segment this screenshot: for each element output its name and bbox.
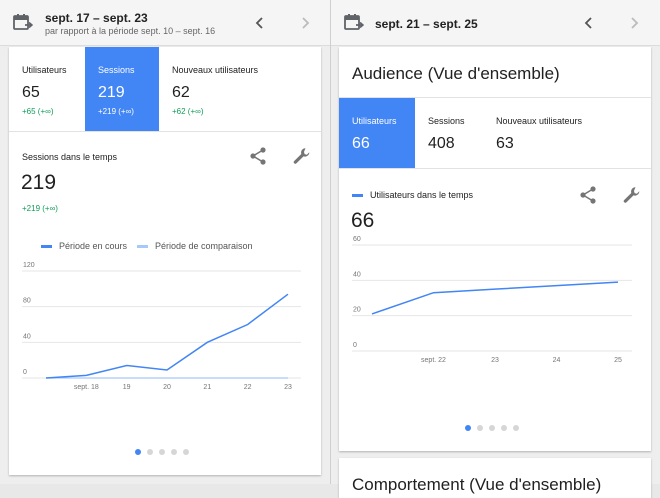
legend-users-label: Utilisateurs dans le temps: [370, 190, 474, 200]
sessions-card: Utilisateurs 65 +65 (+∞) Sessions 219 +2…: [9, 47, 321, 475]
y-tick-label: 40: [353, 271, 361, 278]
legend-current-label: Période en cours: [59, 241, 128, 251]
page-dot[interactable]: [159, 449, 165, 455]
y-tick-label: 40: [23, 333, 31, 340]
y-tick-label: 0: [23, 369, 27, 376]
metric-value: 66: [352, 135, 370, 152]
x-tick-label: 19: [123, 384, 131, 391]
metric-tab-new-users[interactable]: Nouveaux utilisateurs 63: [483, 98, 651, 168]
previous-range-button[interactable]: [249, 12, 271, 34]
chevron-right-icon: [302, 17, 310, 29]
metric-tab-users[interactable]: Utilisateurs 65 +65 (+∞): [9, 47, 85, 131]
calendar-compare-icon: [13, 14, 33, 30]
calendar-compare-icon: [344, 14, 364, 30]
divider: [339, 97, 651, 98]
legend-swatch-current: [41, 244, 52, 248]
right-panel: sept. 21 – sept. 25 Audience (Vue d'ense…: [331, 0, 660, 498]
page-dot[interactable]: [465, 425, 471, 431]
next-range-button[interactable]: [623, 12, 645, 34]
page-dot[interactable]: [183, 449, 189, 455]
page-indicator[interactable]: [465, 425, 519, 431]
page-dot[interactable]: [135, 449, 141, 455]
y-tick-label: 120: [23, 262, 35, 269]
wrench-icon[interactable]: [292, 146, 312, 166]
y-tick-label: 20: [353, 307, 361, 314]
legend-swatch-users: [352, 193, 363, 197]
next-range-button[interactable]: [294, 12, 316, 34]
page-dot[interactable]: [489, 425, 495, 431]
users-line-chart: 0 20 40 60 sept. 22 23 24 25: [352, 236, 632, 364]
date-range-title[interactable]: sept. 21 – sept. 25: [375, 17, 478, 31]
metric-label: Sessions: [428, 116, 465, 126]
metric-label: Utilisateurs: [352, 116, 397, 126]
date-range-title[interactable]: sept. 17 – sept. 23: [45, 11, 148, 25]
metric-label: Utilisateurs: [22, 65, 67, 75]
card-title: Comportement (Vue d'ensemble): [352, 475, 602, 494]
users-total: 66: [351, 209, 375, 232]
page-dot[interactable]: [513, 425, 519, 431]
legend-compare-label: Période de comparaison: [155, 241, 253, 251]
y-tick-label: 80: [23, 298, 31, 305]
y-tick-label: 0: [353, 342, 357, 349]
metric-label: Nouveaux utilisateurs: [496, 116, 583, 126]
share-icon[interactable]: [578, 185, 598, 205]
y-tick-label: 60: [353, 236, 361, 243]
page-dot[interactable]: [171, 449, 177, 455]
sessions-delta: +219 (+∞): [22, 204, 58, 213]
comparison-range: par rapport à la période sept. 10 – sept…: [45, 26, 216, 36]
metric-value: 408: [428, 135, 455, 152]
behavior-card: Comportement (Vue d'ensemble): [339, 458, 651, 498]
audience-card: Audience (Vue d'ensemble) Utilisateurs 6…: [339, 47, 651, 451]
x-tick-label: 24: [553, 357, 561, 364]
metric-value: 63: [496, 135, 514, 152]
chevron-right-icon: [631, 17, 639, 29]
page-dot[interactable]: [501, 425, 507, 431]
date-range-bar[interactable]: sept. 17 – sept. 23 par rapport à la pér…: [0, 0, 330, 46]
metric-delta: +65 (+∞): [22, 107, 54, 116]
metric-delta: +62 (+∞): [172, 107, 204, 116]
metric-tab-users[interactable]: Utilisateurs 66: [339, 98, 415, 168]
page-indicator[interactable]: [135, 449, 189, 455]
wrench-icon[interactable]: [622, 185, 642, 205]
series-line: [371, 281, 619, 315]
series-line: [45, 293, 289, 379]
metric-tab-sessions[interactable]: Sessions 408: [415, 98, 483, 168]
x-tick-label: 21: [203, 384, 211, 391]
left-panel: sept. 17 – sept. 23 par rapport à la pér…: [0, 0, 330, 484]
x-tick-label: sept. 18: [74, 384, 99, 391]
legend-compare: Période de comparaison: [137, 241, 253, 251]
metric-label: Nouveaux utilisateurs: [172, 65, 259, 75]
legend-current: Période en cours: [41, 241, 127, 251]
metric-tab-new-users[interactable]: Nouveaux utilisateurs 62 +62 (+∞): [159, 47, 321, 131]
metric-value: 62: [172, 84, 190, 101]
metric-tab-sessions[interactable]: Sessions 219 +219 (+∞): [85, 47, 159, 131]
metric-value: 219: [98, 84, 125, 101]
page-dot[interactable]: [477, 425, 483, 431]
divider: [339, 168, 651, 169]
metric-value: 65: [22, 84, 40, 101]
x-tick-label: 25: [614, 357, 622, 364]
legend-users: Utilisateurs dans le temps: [352, 190, 473, 200]
previous-range-button[interactable]: [578, 12, 600, 34]
x-tick-label: 22: [244, 384, 252, 391]
panel-divider: [330, 0, 331, 484]
chevron-left-icon: [584, 17, 592, 29]
divider: [9, 131, 321, 132]
sessions-total: 219: [21, 171, 57, 194]
x-tick-label: sept. 22: [421, 357, 446, 364]
x-tick-label: 23: [491, 357, 499, 364]
card-title: Audience (Vue d'ensemble): [352, 64, 560, 83]
sessions-line-chart: 0 40 80 120 sept. 18 19 20 21 22 23: [22, 262, 301, 391]
legend-swatch-compare: [137, 244, 148, 248]
metric-label: Sessions: [98, 65, 135, 75]
date-range-bar[interactable]: sept. 21 – sept. 25: [331, 0, 660, 46]
share-icon[interactable]: [248, 146, 268, 166]
page-dot[interactable]: [147, 449, 153, 455]
metric-delta: +219 (+∞): [98, 107, 134, 116]
chart-title: Sessions dans le temps: [22, 152, 118, 162]
x-tick-label: 23: [284, 384, 292, 391]
x-tick-label: 20: [163, 384, 171, 391]
chevron-left-icon: [255, 17, 263, 29]
